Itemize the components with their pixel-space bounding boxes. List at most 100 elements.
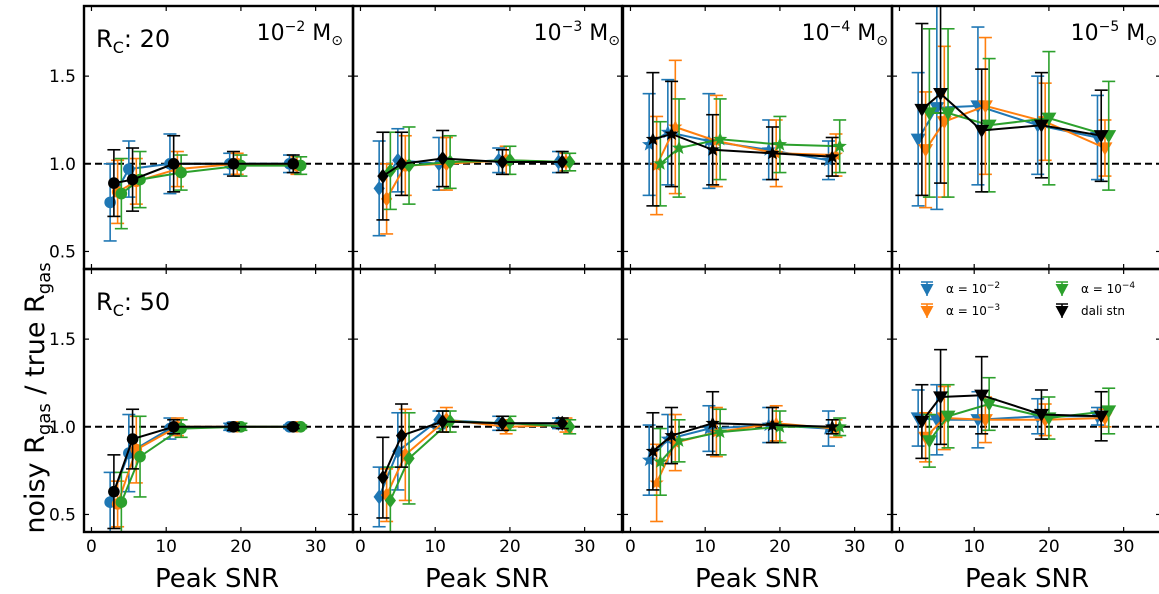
legend-marker-triangle-down bbox=[1055, 306, 1069, 318]
marker-triangle-down bbox=[974, 389, 990, 403]
series-line bbox=[116, 425, 297, 505]
marker-star bbox=[761, 142, 776, 156]
marker-star bbox=[649, 158, 664, 172]
x-tick-label: 20 bbox=[499, 537, 521, 557]
marker-diamond bbox=[504, 152, 516, 168]
series-line bbox=[928, 402, 1109, 442]
marker-star bbox=[705, 142, 720, 156]
marker-triangle-down bbox=[1101, 405, 1117, 419]
row-label-sub: C bbox=[113, 38, 124, 57]
marker-triangle-down bbox=[1033, 408, 1049, 423]
series-dali bbox=[914, 348, 1109, 460]
mass-exp: −4 bbox=[830, 19, 851, 35]
x-tick-label: 0 bbox=[86, 537, 97, 557]
marker-circle bbox=[134, 450, 146, 463]
marker-star bbox=[828, 147, 844, 162]
marker-triangle-down bbox=[1033, 119, 1049, 133]
y-axis-label-sub2: gas bbox=[34, 262, 55, 294]
x-tick-label: 30 bbox=[574, 537, 596, 557]
legend-marker-triangle-down bbox=[1055, 284, 1069, 296]
panel-data bbox=[372, 126, 577, 237]
marker-diamond bbox=[403, 450, 415, 466]
marker-star bbox=[705, 415, 720, 430]
panel-data bbox=[642, 390, 847, 523]
marker-triangle-down bbox=[918, 144, 934, 158]
y-axis-label-sub1: gas bbox=[34, 403, 55, 435]
marker-star bbox=[653, 454, 668, 468]
x-axis-label-col4: Peak SNR bbox=[965, 564, 1089, 594]
legend-label: α = 10−4 bbox=[1081, 281, 1135, 296]
marker-star bbox=[664, 126, 679, 141]
marker-star bbox=[664, 428, 679, 442]
y-tick-label: 1.5 bbox=[49, 330, 76, 350]
series-alpha_1e-4 bbox=[114, 415, 308, 532]
marker-star bbox=[701, 133, 717, 148]
marker-triangle-down bbox=[940, 410, 956, 424]
legend-entry-alpha-1e-4: α = 10−4 bbox=[1055, 281, 1135, 296]
column-title-mass-1e-3: 10−3 M⊙ bbox=[534, 19, 620, 49]
marker-diamond bbox=[556, 415, 568, 431]
marker-circle bbox=[115, 496, 128, 508]
legend-label-exp: −4 bbox=[1122, 281, 1136, 291]
y-axis-label-main: noisy R bbox=[20, 435, 51, 534]
series-dali bbox=[107, 408, 300, 530]
sun-symbol: ⊙ bbox=[876, 33, 888, 49]
marker-diamond bbox=[373, 180, 385, 196]
marker-circle bbox=[126, 173, 139, 186]
x-tick-label: 0 bbox=[355, 537, 366, 557]
legend-label-exp: −3 bbox=[987, 303, 1000, 313]
mass-base: 10 bbox=[257, 21, 285, 46]
x-tick-label: 0 bbox=[625, 537, 636, 557]
marker-triangle-down bbox=[1041, 112, 1057, 126]
mass-base: 10 bbox=[534, 21, 562, 46]
marker-triangle-down bbox=[933, 88, 949, 102]
series-dali bbox=[645, 71, 840, 207]
series-alpha_1e-4 bbox=[383, 126, 577, 211]
x-tick-label: 30 bbox=[305, 537, 327, 557]
panel-frame bbox=[621, 267, 894, 534]
legend-entry-alpha-1e-2: α = 10−2 bbox=[920, 281, 1000, 296]
marker-diamond bbox=[395, 156, 408, 172]
marker-star bbox=[671, 433, 687, 447]
marker-star bbox=[832, 419, 847, 433]
marker-triangle-down bbox=[974, 124, 990, 138]
legend: α = 10−2 α = 10−4 α = 10 −3 dali stn bbox=[920, 281, 1135, 318]
marker-diamond bbox=[437, 151, 449, 167]
series-alpha_1e-4 bbox=[921, 27, 1117, 198]
legend-entry-dali-stn: dali stn bbox=[1055, 303, 1125, 318]
x-axis-label-col2: Peak SNR bbox=[425, 564, 549, 594]
y-tick-label: 0.5 bbox=[49, 505, 76, 525]
marker-star bbox=[660, 124, 675, 139]
legend-label: α = 10−2 bbox=[946, 281, 1000, 296]
marker-star bbox=[645, 443, 661, 458]
legend-label-prefix: α = 10 bbox=[1081, 282, 1122, 296]
marker-circle bbox=[175, 166, 187, 179]
series-dali bbox=[376, 129, 569, 221]
column-title-mass-1e-2: 10−2 M⊙ bbox=[257, 19, 343, 49]
series-alpha_1e-4 bbox=[921, 376, 1117, 468]
x-tick-label: 10 bbox=[694, 537, 716, 557]
marker-star bbox=[649, 475, 664, 489]
mass-exp: −3 bbox=[562, 19, 583, 35]
marker-diamond bbox=[373, 489, 385, 505]
marker-diamond bbox=[496, 415, 509, 431]
marker-star bbox=[668, 435, 683, 449]
marker-circle bbox=[108, 177, 120, 189]
marker-star bbox=[825, 149, 840, 163]
x-tick-label: 20 bbox=[1038, 537, 1060, 557]
panel-r0-c3 bbox=[890, 4, 1159, 271]
marker-star bbox=[832, 138, 847, 153]
marker-circle bbox=[104, 196, 116, 209]
marker-circle bbox=[126, 433, 139, 445]
series-line bbox=[659, 425, 840, 463]
x-tick-label: 30 bbox=[844, 537, 866, 557]
series-dali bbox=[914, 6, 1109, 197]
marker-diamond bbox=[377, 470, 389, 486]
y-tick-label: 1.0 bbox=[49, 418, 76, 438]
marker-triangle-down bbox=[1097, 142, 1113, 156]
mass-unit: M bbox=[850, 21, 876, 46]
x-tick-label: 30 bbox=[1113, 537, 1135, 557]
series-dali bbox=[376, 403, 569, 519]
panel-r1-c0: 0.5 1.0 1.5 0 10 20 30 bbox=[49, 267, 355, 557]
